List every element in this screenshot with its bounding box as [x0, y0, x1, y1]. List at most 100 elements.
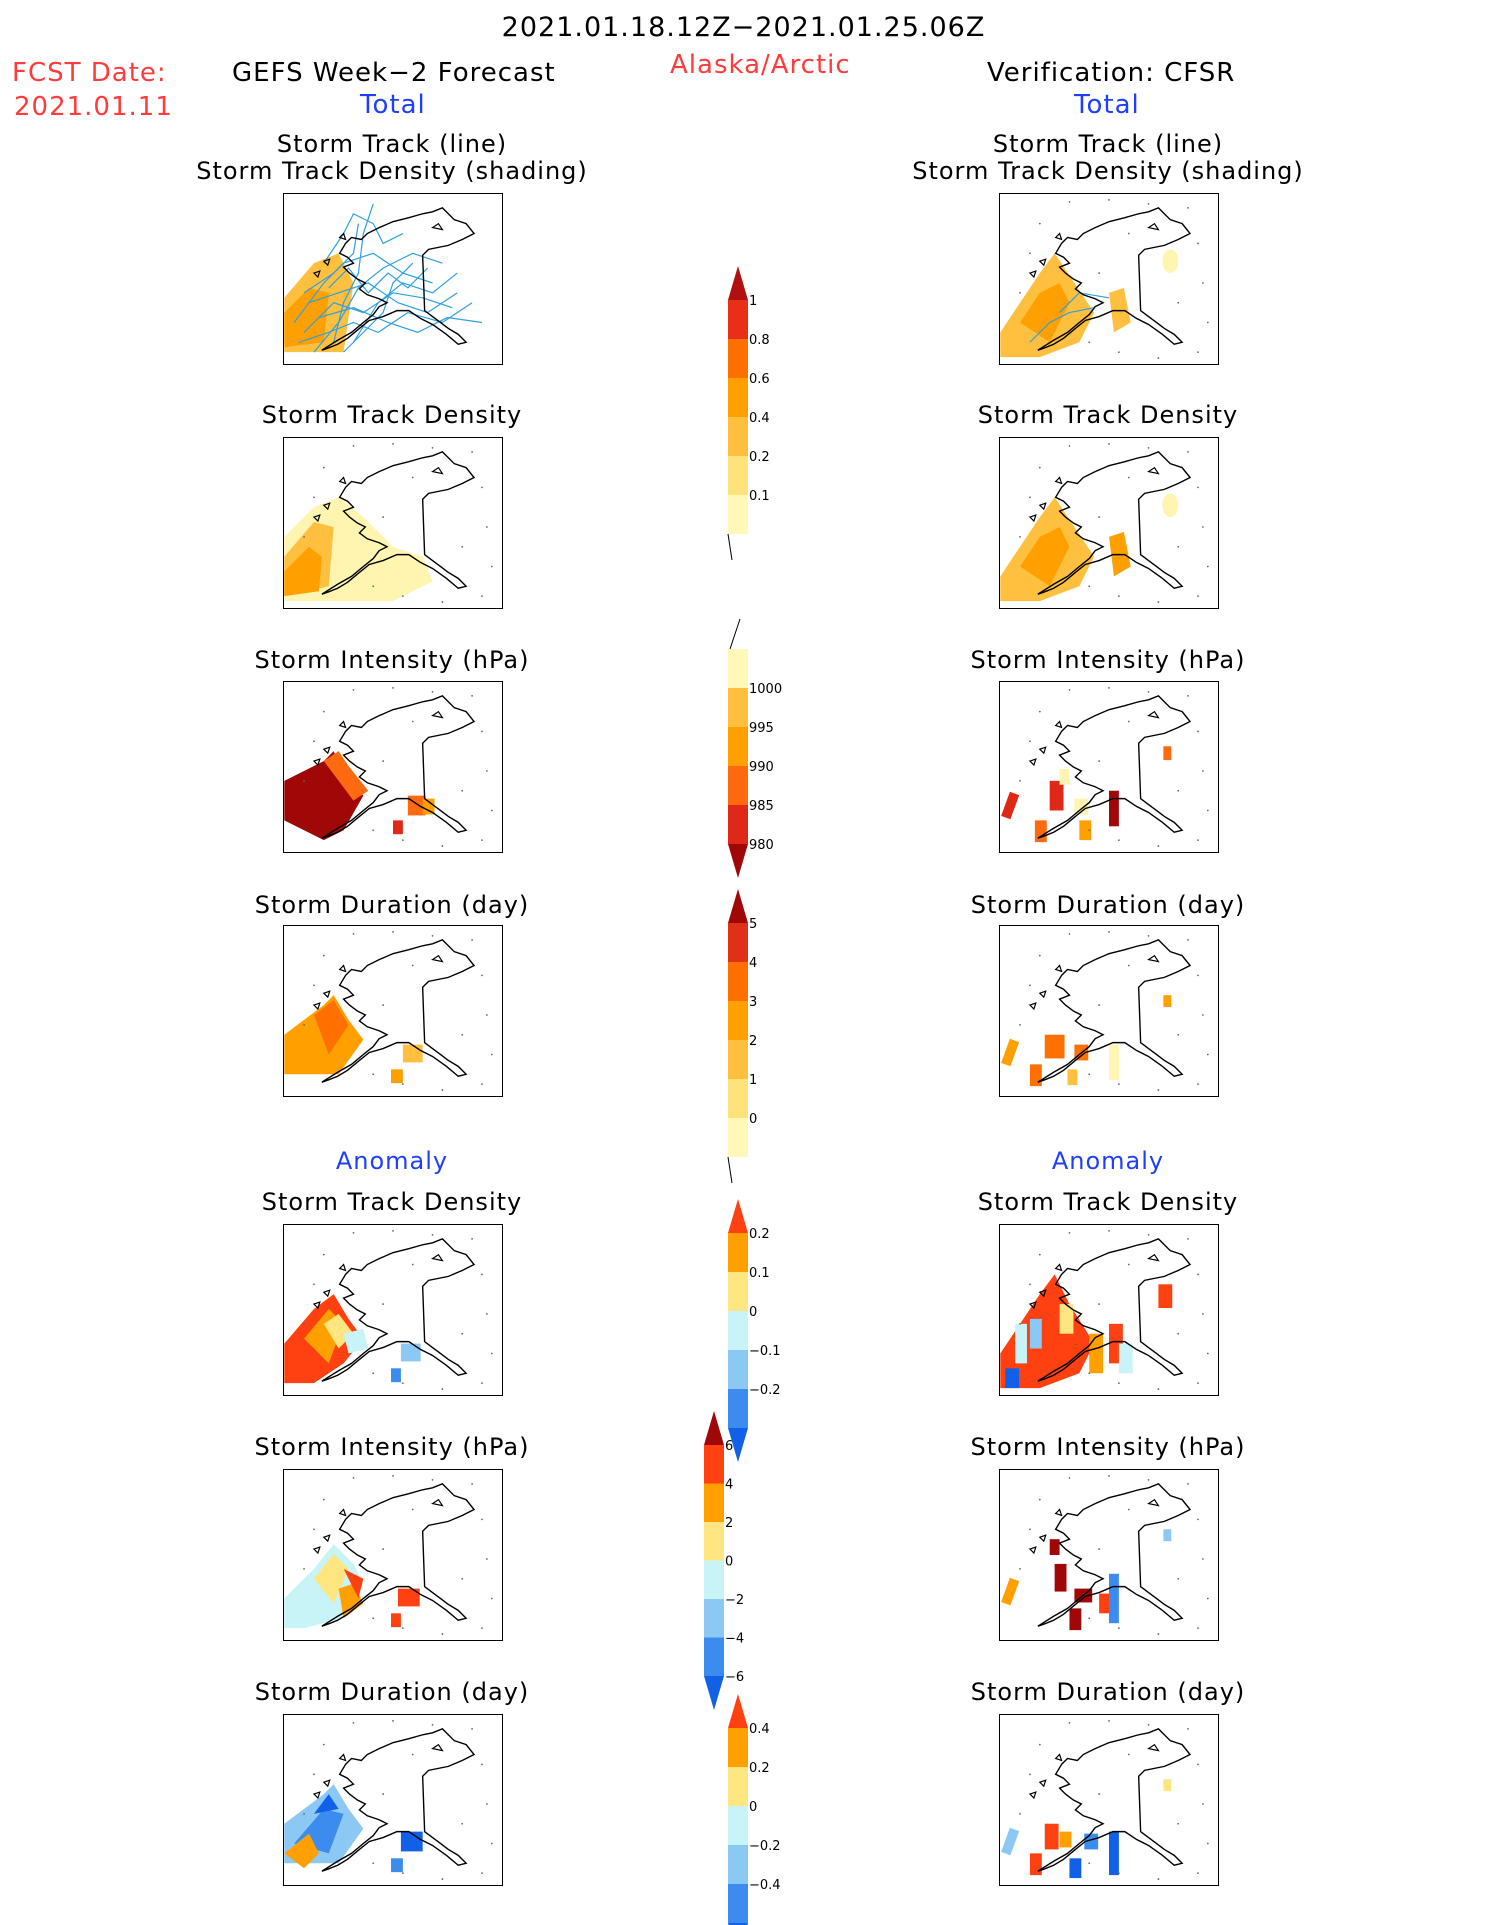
figure-title: 2021.01.18.12Z−2021.01.25.06Z [501, 12, 986, 43]
colorbar-swatch [728, 923, 748, 962]
colorbar-tick-label: 2 [725, 1516, 733, 1531]
colorbar-anom-intensity: 6 4 2 0 −2 −4 −6 [696, 1407, 776, 1717]
right-column-title: Verification: CFSR [987, 58, 1236, 88]
left-p4-title: Storm Duration (day) [254, 891, 530, 919]
right-p7-title: Storm Duration (day) [970, 1678, 1246, 1706]
left-storm-intensity-map [283, 681, 503, 853]
colorbar-tick-label: 3 [749, 995, 757, 1010]
colorbar-tick-label: 1 [749, 1073, 757, 1088]
colorbar-swatch [728, 766, 748, 805]
colorbar-swatch [728, 688, 748, 727]
colorbar-swatch [728, 339, 748, 378]
colorbar-swatch [728, 1001, 748, 1040]
colorbar-swatch [728, 1389, 748, 1428]
colorbar-swatch [704, 1560, 724, 1599]
colorbar-swatch [728, 1728, 748, 1767]
colorbar-swatch [728, 649, 748, 688]
colorbar-swatch [728, 1272, 748, 1311]
colorbar-tick-label: 0 [749, 1112, 757, 1127]
colorbar-tick-label: 0.2 [749, 450, 770, 465]
colorbar-duration: 0 1 2 3 4 5 [720, 885, 800, 1184]
right-anom-duration-map [999, 1714, 1219, 1886]
colorbar-tick-label: 0.2 [749, 1227, 770, 1242]
colorbar-swatch [728, 1767, 748, 1806]
colorbar-tick-label: −0.1 [749, 1344, 781, 1359]
left-anomaly-heading: Anomaly [335, 1147, 449, 1175]
colorbar-swatch [728, 1428, 748, 1462]
colorbar-tick-label: 985 [749, 799, 774, 814]
colorbar-density: 0.1 0.2 0.4 0.6 0.8 1 [720, 262, 800, 561]
right-p1-title-line1: Storm Track (line) [992, 130, 1224, 158]
colorbar-tick-label: −0.2 [749, 1383, 781, 1398]
colorbar-tick-label: 990 [749, 760, 774, 775]
colorbar-swatch [728, 495, 748, 534]
right-storm-track-map [999, 193, 1219, 365]
colorbar-swatch [728, 889, 748, 923]
left-anom-density-map [283, 1224, 503, 1396]
colorbar-swatch [728, 1079, 748, 1118]
colorbar-swatch [728, 844, 748, 878]
colorbar-tick-label: −4 [725, 1632, 744, 1647]
right-p1-title-line2: Storm Track Density (shading) [912, 157, 1304, 185]
colorbar-tick-label: 0.1 [749, 489, 770, 504]
colorbar-tick-label: 4 [749, 956, 757, 971]
colorbar-tick-label: 980 [749, 838, 774, 853]
colorbar-tick-label: 2 [749, 1034, 757, 1049]
colorbar-swatch [728, 805, 748, 844]
left-p2-title: Storm Track Density [261, 401, 523, 429]
colorbar-tick-label: 0.8 [749, 333, 770, 348]
left-column-subtitle: Total [360, 90, 426, 120]
colorbar-swatch [728, 300, 748, 339]
colorbar-tick-label: −6 [725, 1670, 744, 1685]
right-p4-title: Storm Duration (day) [970, 891, 1246, 919]
colorbar-tick-label: 0.6 [749, 372, 770, 387]
colorbar-tick-label: 0 [749, 1800, 757, 1815]
right-storm-duration-map [999, 925, 1219, 1097]
colorbar-tick-label: −0.4 [749, 1878, 781, 1893]
colorbar-swatch [704, 1411, 724, 1445]
colorbar-swatch [704, 1483, 724, 1522]
right-column-subtitle: Total [1074, 90, 1140, 120]
colorbar-anom-density: 0.2 0.1 0 −0.1 −0.2 [720, 1195, 800, 1462]
right-p3-title: Storm Intensity (hPa) [970, 646, 1246, 674]
colorbar-tick-label: 6 [725, 1439, 733, 1454]
left-track-density-map [283, 437, 503, 609]
left-storm-track-map [283, 193, 503, 365]
colorbar-tick-label: 1000 [749, 682, 782, 697]
colorbar-swatch [728, 417, 748, 456]
colorbar-swatch [728, 1806, 748, 1845]
colorbar-swatch [728, 456, 748, 495]
colorbar-intensity: 1000 995 990 985 980 [720, 618, 800, 885]
left-p6-title: Storm Intensity (hPa) [254, 1433, 530, 1461]
left-column-title: GEFS Week−2 Forecast [232, 58, 556, 88]
colorbar-swatch [728, 1884, 748, 1923]
colorbar-swatch [728, 1311, 748, 1350]
right-anomaly-heading: Anomaly [1051, 1147, 1165, 1175]
colorbar-tick-label: 0.4 [749, 1722, 770, 1737]
colorbar-swatch [728, 266, 748, 300]
colorbar-tick-label: 5 [749, 917, 757, 932]
colorbar-tick-label: 0.4 [749, 411, 770, 426]
right-anom-intensity-map [999, 1469, 1219, 1641]
left-storm-duration-map [283, 925, 503, 1097]
colorbar-tick-label: 0.1 [749, 1266, 770, 1281]
colorbar-swatch [728, 378, 748, 417]
region-label: Alaska/Arctic [670, 50, 851, 80]
right-anom-density-map [999, 1224, 1219, 1396]
right-storm-intensity-map [999, 681, 1219, 853]
left-anom-intensity-map [283, 1469, 503, 1641]
colorbar-tick-label: 0 [725, 1555, 733, 1570]
colorbar-tick-label: 4 [725, 1478, 733, 1493]
colorbar-tick-label: 0 [749, 1305, 757, 1320]
colorbar-swatch [728, 1350, 748, 1389]
left-p5-title: Storm Track Density [261, 1188, 523, 1216]
right-p2-title: Storm Track Density [977, 401, 1239, 429]
left-anom-duration-map [283, 1714, 503, 1886]
colorbar-swatch [704, 1445, 724, 1484]
left-p7-title: Storm Duration (day) [254, 1678, 530, 1706]
colorbar-swatch [728, 1845, 748, 1884]
colorbar-swatch [728, 1199, 748, 1233]
colorbar-tick-label: −0.2 [749, 1839, 781, 1854]
colorbar-swatch [728, 1233, 748, 1272]
right-p5-title: Storm Track Density [977, 1188, 1239, 1216]
